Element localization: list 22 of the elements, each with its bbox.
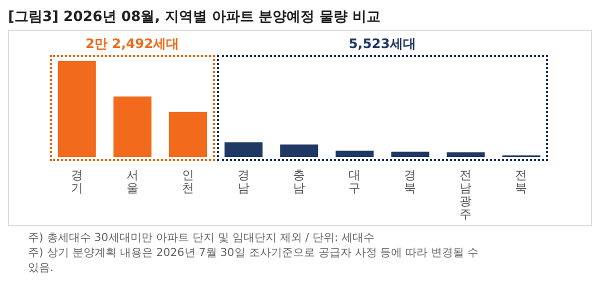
text: 2만 2,492세대	[84, 36, 180, 53]
x-tick-label: 서울	[126, 168, 138, 195]
bar	[113, 96, 152, 157]
x-tick-label: 충남	[293, 168, 305, 195]
x-tick-label: 대구	[348, 168, 361, 195]
x-tick-label: 경기	[70, 168, 83, 195]
bar	[58, 61, 96, 157]
bar	[391, 152, 430, 157]
bar	[224, 142, 263, 157]
text: 5,523세대	[348, 36, 417, 53]
bar	[336, 150, 374, 157]
text: 주) 상기 분양계획 내용은 2026년 7월 30일 조사기준으로 공급자 사정 등에 따라 변경될 수 있음.	[28, 245, 480, 275]
x-tick-label: 전북	[515, 168, 528, 195]
chart-title: [그림3] 2026년 08월, 지역별 아파트 분양예정 물량 비교	[8, 8, 382, 26]
bar	[169, 112, 207, 157]
x-tick-label: 경북	[404, 168, 416, 195]
x-tick-label: 전남광주	[460, 168, 472, 221]
bar	[280, 144, 318, 157]
bar	[446, 152, 485, 157]
x-tick-label: 경남	[237, 168, 250, 195]
x-tick-label: 인천	[182, 168, 194, 195]
text: 주) 총세대수 30세대미만 아파트 단지 및 임대단지 제외 / 단위: 세대수	[28, 230, 376, 245]
